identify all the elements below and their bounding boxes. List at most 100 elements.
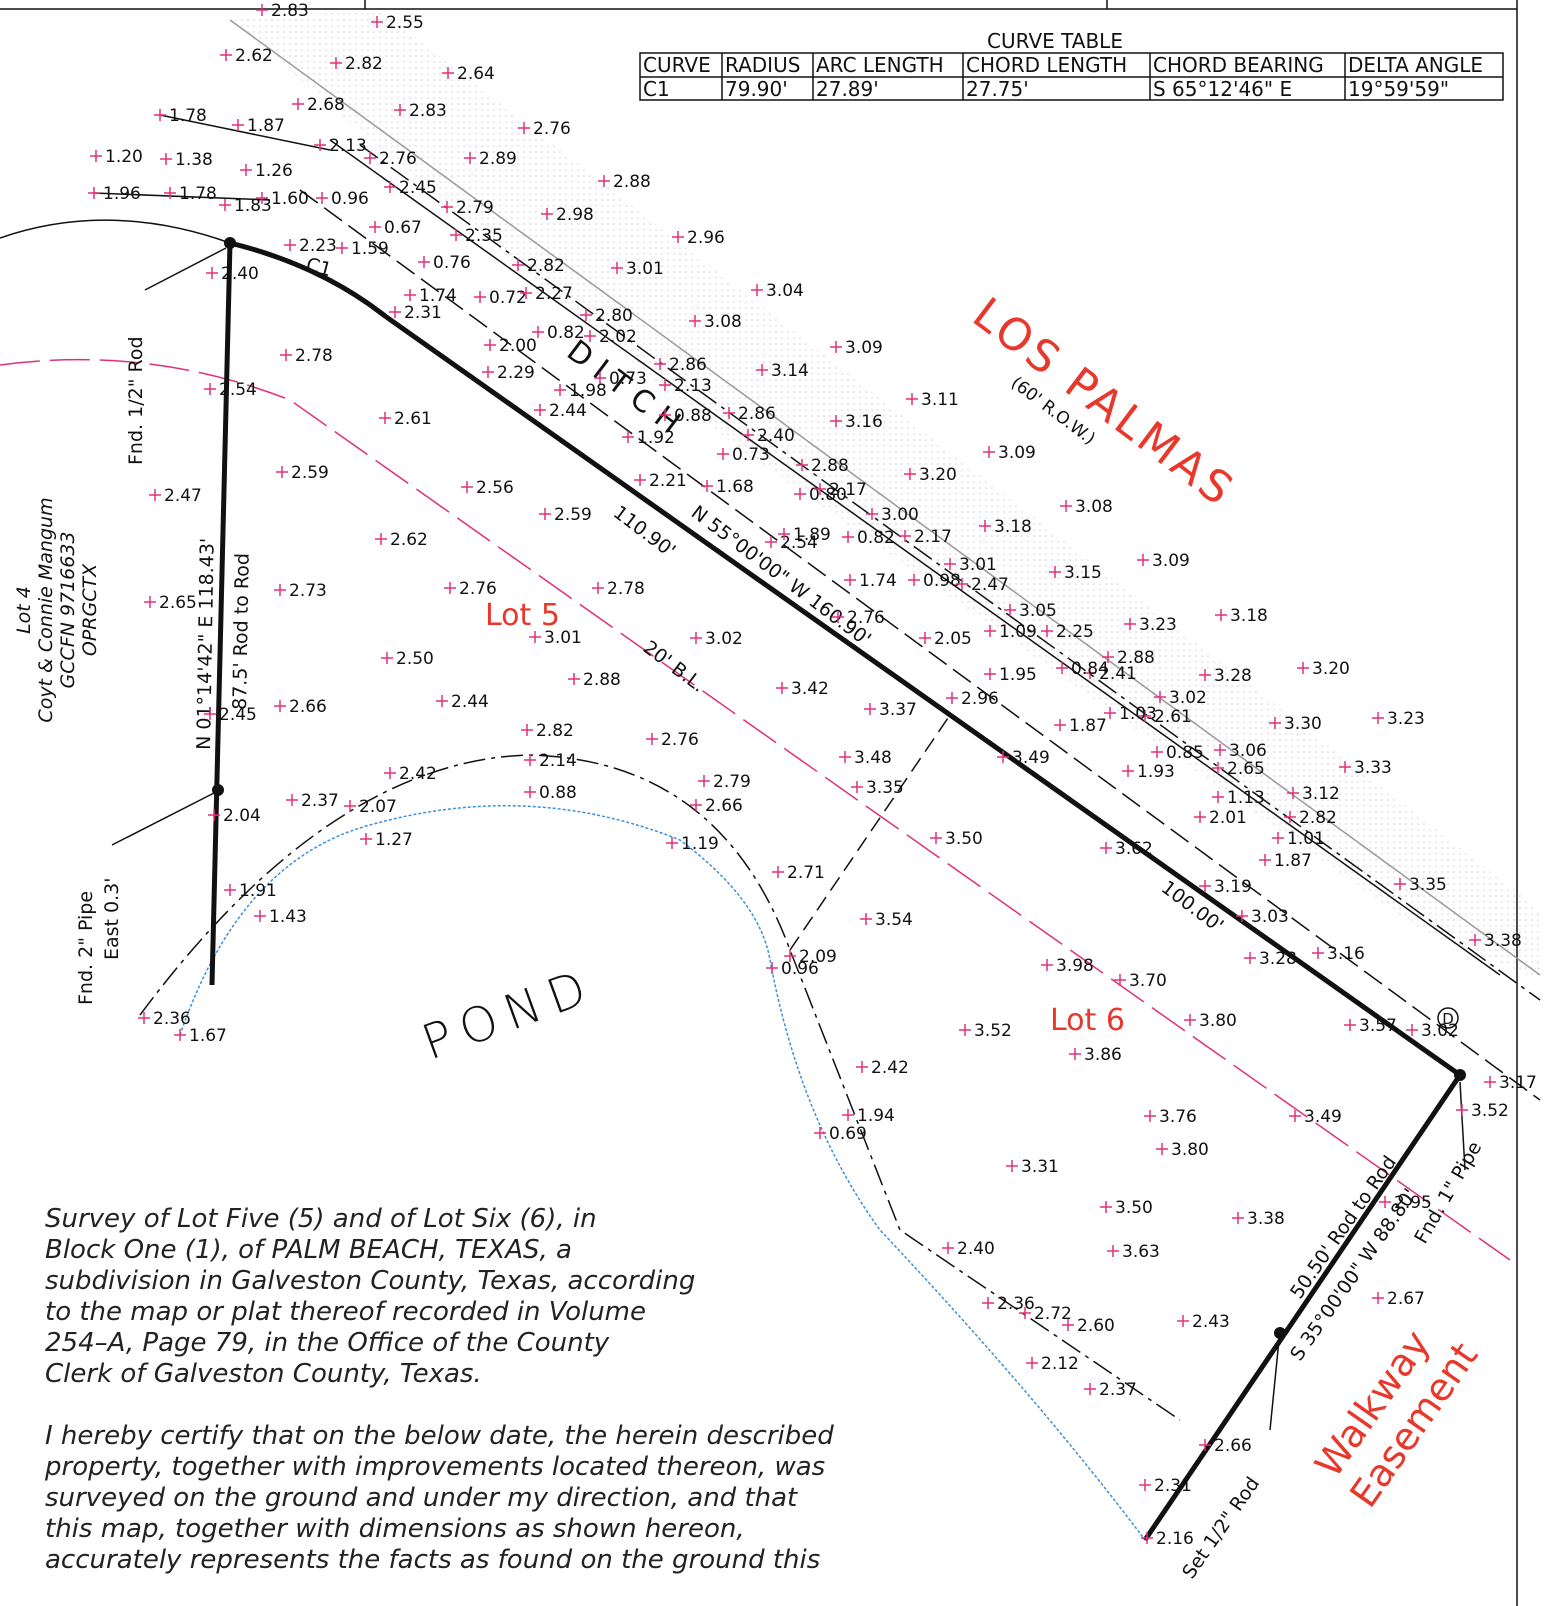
elevation-cross (634, 474, 646, 486)
spot-elevation: 0.73 (609, 369, 647, 389)
elevation-cross (717, 448, 729, 460)
spot-elevation: 2.40 (757, 426, 795, 446)
elevation-cross (482, 366, 494, 378)
elevation-cross (450, 229, 462, 241)
elevation-cross (1199, 880, 1211, 892)
spot-elevation: 3.48 (854, 748, 892, 768)
elevation-cross (776, 682, 788, 694)
elevation-cross (984, 625, 996, 637)
elevation-cross (316, 192, 328, 204)
elevation-cross (276, 466, 288, 478)
elevation-cross (461, 481, 473, 493)
spot-elevation: 2.80 (595, 306, 633, 326)
elevation-cross (899, 530, 911, 542)
table-cell: S 65°12'46" E (1153, 77, 1292, 101)
elevation-cross (814, 483, 826, 495)
spot-elevation: 2.37 (301, 791, 339, 811)
elevation-cross (844, 574, 856, 586)
elevation-cross (1049, 566, 1061, 578)
spot-elevation: 2.96 (687, 228, 725, 248)
elevation-cross (418, 256, 430, 268)
marker: D (1442, 1010, 1454, 1028)
note-line: to the map or plat thereof recorded in V… (45, 1297, 646, 1327)
spot-elevation: 0.80 (809, 485, 847, 505)
elevation-cross (930, 832, 942, 844)
elevation-cross (906, 393, 918, 405)
spot-elevation: 2.44 (451, 692, 489, 712)
spot-elevation: 2.23 (299, 236, 337, 256)
elevation-cross (611, 262, 623, 274)
elevation-cross (1026, 1357, 1038, 1369)
elevation-cross (1100, 842, 1112, 854)
elevation-cross (1394, 878, 1406, 890)
table-header: ARC LENGTH (816, 53, 944, 77)
spot-elevation: 3.18 (994, 517, 1032, 537)
elevation-cross (384, 181, 396, 193)
bearing: N 01°14'42" E 118.43' (193, 538, 219, 750)
elevation-cross (766, 962, 778, 974)
elevation-cross (983, 446, 995, 458)
spot-elevation: 2.83 (271, 1, 309, 21)
spot-elevation: 3.11 (921, 390, 959, 410)
elevation-cross (1056, 662, 1068, 674)
elevation-cross (1232, 1212, 1244, 1224)
spot-elevation: 2.35 (465, 226, 503, 246)
elevation-cross (1122, 765, 1134, 777)
elevation-cross (1214, 744, 1226, 756)
elevation-cross (1372, 712, 1384, 724)
note-line: Block One (1), of PALM BEACH, TEXAS, a (45, 1235, 572, 1265)
elevation-cross (204, 708, 216, 720)
spot-elevation: 1.78 (179, 184, 217, 204)
spot-elevation: 2.12 (1041, 1354, 1079, 1374)
spot-elevation: 3.33 (1354, 758, 1392, 778)
spot-elevation: 2.01 (1209, 808, 1247, 828)
adjoiner: OPRGCTX (79, 563, 101, 656)
elevation-cross (88, 187, 100, 199)
spot-elevation: 2.02 (599, 327, 637, 347)
elevation-cross (174, 1029, 186, 1041)
spot-elevation: 3.15 (1064, 563, 1102, 583)
spot-elevation: 1.93 (1137, 762, 1175, 782)
spot-elevation: 1.03 (1119, 704, 1157, 724)
spot-elevation: 3.62 (1115, 839, 1153, 859)
elevation-cross (274, 700, 286, 712)
elevation-cross (1339, 761, 1351, 773)
spot-elevation: 3.23 (1139, 615, 1177, 635)
elevation-cross (404, 289, 416, 301)
spot-elevation: 2.54 (780, 533, 818, 553)
elevation-cross (1184, 1014, 1196, 1026)
elevation-cross (371, 16, 383, 28)
elevation-cross (842, 531, 854, 543)
spot-elevation: 2.44 (549, 401, 587, 421)
spot-elevation: 3.42 (791, 679, 829, 699)
table-cell: 27.75' (966, 77, 1029, 101)
elevation-cross (206, 267, 218, 279)
elevation-cross (1104, 707, 1116, 719)
spot-elevation: 2.40 (957, 1239, 995, 1259)
lot-label: Lot 5 (485, 598, 560, 633)
spot-elevation: 3.37 (879, 700, 917, 720)
elevation-cross (1272, 832, 1284, 844)
elevation-cross (464, 152, 476, 164)
spot-elevation: 1.68 (716, 477, 754, 497)
elevation-cross (274, 584, 286, 596)
elevation-cross (1406, 1024, 1418, 1036)
elevation-cross (154, 109, 166, 121)
elevation-cross (1006, 1160, 1018, 1172)
table-header: CURVE (643, 53, 711, 77)
spot-elevation: 2.29 (497, 363, 535, 383)
elevation-cross (484, 339, 496, 351)
elevation-cross (90, 150, 102, 162)
elevation-cross (864, 703, 876, 715)
elevation-cross (1141, 1532, 1153, 1544)
spot-elevation: 2.56 (476, 478, 514, 498)
elevation-cross (794, 488, 806, 500)
elevation-cross (1062, 1319, 1074, 1331)
spot-elevation: 2.09 (799, 947, 837, 967)
elevation-cross (784, 950, 796, 962)
spot-elevation: 2.60 (1077, 1316, 1115, 1336)
elevation-cross (1107, 1245, 1119, 1257)
spot-elevation: 2.13 (329, 136, 367, 156)
elevation-cross (1244, 952, 1256, 964)
elevation-cross (1069, 1048, 1081, 1060)
